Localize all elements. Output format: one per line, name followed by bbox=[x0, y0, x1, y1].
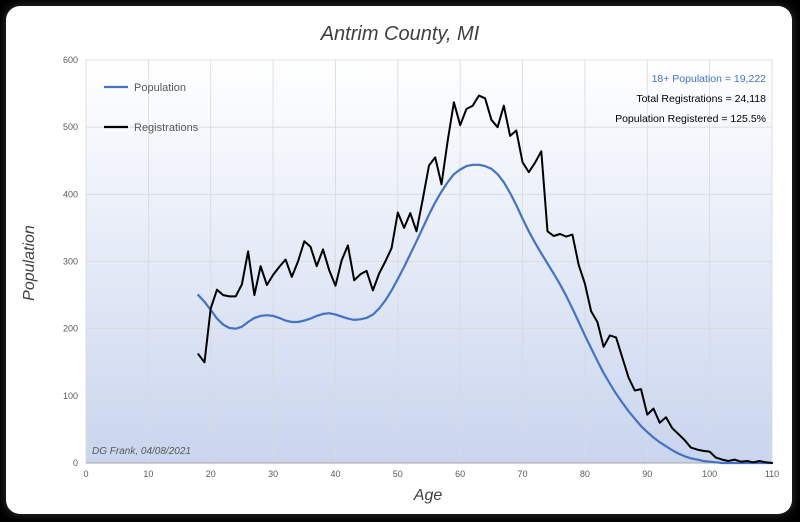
x-tick-label: 10 bbox=[143, 469, 153, 479]
stat-total-registrations: Total Registrations = 24,118 bbox=[636, 93, 766, 105]
x-tick-label: 30 bbox=[268, 469, 278, 479]
credit-text: DG Frank, 04/08/2021 bbox=[92, 446, 191, 457]
stat-population-registered: Population Registered = 125.5% bbox=[615, 113, 766, 125]
x-tick-label: 100 bbox=[702, 469, 717, 479]
x-tick-label: 70 bbox=[518, 469, 528, 479]
stats-box: 18+ Population = 19,222 Total Registrati… bbox=[615, 73, 766, 125]
x-tick-label: 50 bbox=[393, 469, 403, 479]
x-tick-label: 110 bbox=[765, 469, 779, 479]
x-tick-label: 90 bbox=[642, 469, 652, 479]
legend: Population Registrations bbox=[104, 82, 199, 134]
y-tick-label: 400 bbox=[63, 189, 78, 199]
y-tick-label: 300 bbox=[63, 257, 78, 267]
y-tick-label: 0 bbox=[73, 458, 78, 468]
series-line-registrations bbox=[197, 94, 773, 464]
x-tick-label: 20 bbox=[206, 469, 216, 479]
x-tick-label: 0 bbox=[83, 469, 88, 479]
y-axis-label: Population bbox=[21, 225, 38, 301]
x-tick-label: 80 bbox=[580, 469, 590, 479]
x-axis-label: Age bbox=[413, 487, 443, 504]
series-line-population bbox=[197, 163, 774, 465]
stat-population-18plus: 18+ Population = 19,222 bbox=[652, 73, 767, 85]
y-tick-label: 600 bbox=[63, 55, 78, 65]
legend-label-registrations: Registrations bbox=[134, 122, 199, 134]
series-lines bbox=[197, 94, 774, 465]
chart-title: Antrim County, MI bbox=[320, 23, 480, 45]
tick-labels: 0 100 200 300 400 500 600 0 10 20 30 40 50 60 70 80 90 10… bbox=[63, 55, 779, 479]
y-tick-label: 100 bbox=[63, 391, 78, 401]
gridlines bbox=[85, 59, 773, 464]
x-tick-label: 40 bbox=[330, 469, 340, 479]
y-tick-label: 500 bbox=[63, 122, 78, 132]
x-tick-label: 60 bbox=[455, 469, 465, 479]
y-tick-label: 200 bbox=[63, 324, 78, 334]
legend-label-population: Population bbox=[134, 82, 186, 94]
